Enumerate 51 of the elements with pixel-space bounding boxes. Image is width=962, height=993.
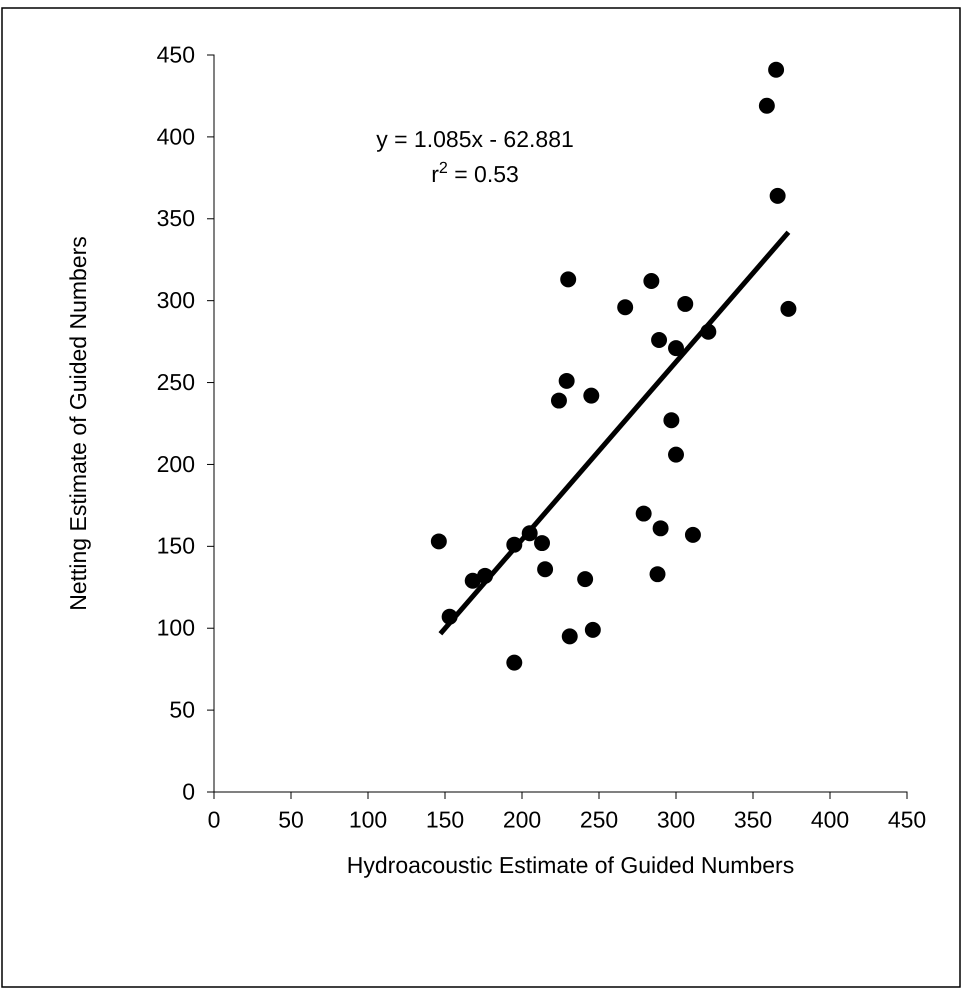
- point: [617, 299, 634, 316]
- y-tick-label: 350: [156, 205, 195, 232]
- point: [560, 271, 576, 288]
- point: [651, 332, 668, 348]
- point: [562, 628, 578, 644]
- point: [758, 98, 775, 114]
- point: [537, 561, 554, 578]
- x-tick-label: 350: [734, 806, 772, 832]
- y-tick-label: 250: [156, 368, 195, 395]
- point: [430, 533, 447, 550]
- point: [650, 566, 666, 582]
- point: [577, 571, 594, 588]
- x-tick-label: 400: [810, 806, 850, 832]
- point: [636, 506, 652, 522]
- y-tick-label: 450: [156, 41, 195, 68]
- point: [550, 392, 567, 409]
- annotation: y = 1.085x - 62.881: [376, 126, 574, 152]
- y-tick-label: 50: [169, 696, 195, 722]
- x-tick-label: 250: [580, 806, 618, 832]
- x-tick-label: 0: [208, 806, 220, 832]
- x-tick-label: 150: [426, 806, 464, 832]
- x-axis-title: Hydroacoustic Estimate of Guided Numbers: [346, 852, 794, 878]
- point: [677, 296, 694, 312]
- y-axis-title: Netting Estimate of Guided Numbers: [65, 236, 91, 611]
- point: [558, 372, 575, 389]
- point: [583, 388, 600, 404]
- point: [768, 62, 784, 78]
- point: [780, 300, 796, 317]
- point: [663, 412, 680, 428]
- y-tick-label: 0: [182, 778, 195, 804]
- y-tick-label: 400: [156, 123, 195, 150]
- x-tick-label: 200: [502, 806, 542, 832]
- point: [652, 520, 669, 536]
- x-tick-label: 100: [348, 806, 388, 832]
- y-tick-label: 300: [156, 287, 195, 314]
- point: [534, 535, 550, 552]
- x-tick-label: 300: [656, 806, 696, 832]
- point: [464, 572, 481, 589]
- point: [668, 446, 684, 463]
- x-tick-label: 450: [888, 806, 926, 832]
- point: [668, 340, 684, 356]
- x-tick-label: 50: [278, 806, 304, 832]
- y-tick-label: 200: [156, 450, 195, 477]
- y-tick-label: 100: [156, 614, 195, 641]
- point: [584, 622, 601, 638]
- y-tick-label: 150: [156, 532, 195, 559]
- point: [770, 188, 786, 204]
- annotation: r$^{2}$ = 0.53: [431, 159, 519, 187]
- point: [684, 526, 701, 543]
- point: [643, 273, 660, 289]
- point: [506, 654, 522, 671]
